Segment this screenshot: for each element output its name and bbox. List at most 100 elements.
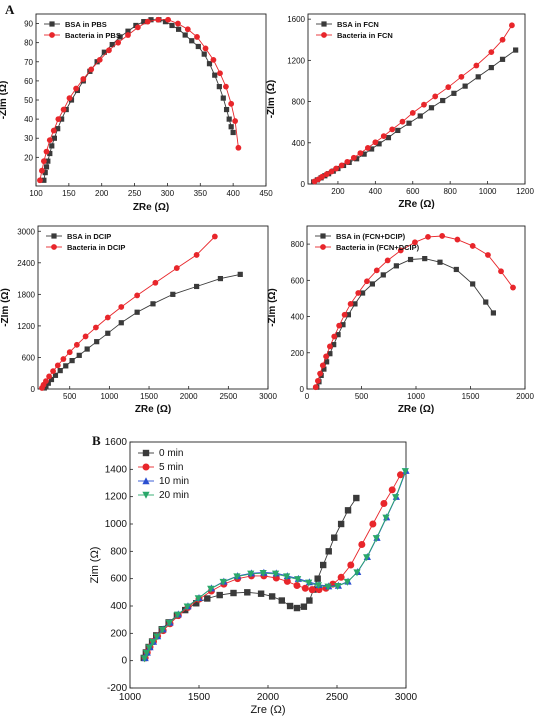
data-point [105,330,111,336]
y-axis-label: -ZIm (Ω) [266,80,277,119]
chart-dcip-nyquist: 500 1000 1500 2000 2500 3000 0 600 1200 1800 2400 3… [0,225,277,415]
y-tick-label: 1800 [17,290,35,299]
data-point [169,22,175,29]
data-point [59,116,65,122]
chart-pbs-nyquist: 100 150 200 250 300 350 400 450 20 30 40 50 60 70 80 90… [0,13,273,213]
data-point [428,105,435,111]
data-point [40,158,47,165]
panel-letter-a: A [5,2,15,17]
data-point [393,263,399,269]
data-point [382,514,390,522]
data-point [498,268,504,275]
data-point [115,39,122,46]
data-point [327,351,333,357]
data-point [144,18,151,25]
data-point [94,59,100,65]
data-point [230,129,236,136]
data-point [334,582,342,590]
data-point [76,352,82,358]
data-point [355,290,362,296]
data-point [328,168,335,175]
data-point [510,284,516,291]
data-point [317,370,323,377]
data-point [283,577,291,585]
data-point [217,275,224,282]
legend-label: Bacteria in PBS [65,31,121,40]
data-point [173,265,180,271]
data-point [314,575,321,582]
data-point [165,16,171,23]
x-tick-label: 1000 [100,392,118,401]
data-point [153,633,161,641]
data-point [323,171,330,178]
data-point [385,135,392,141]
data-point [247,570,255,578]
data-point [63,363,69,369]
y-tick-label: 400 [292,139,306,148]
x-tick-label: 450 [259,189,273,198]
y-tick-label: 40 [24,115,33,124]
data-point [485,252,491,258]
y-tick-label: 1200 [105,492,128,503]
data-point [406,120,412,126]
data-point [483,299,489,305]
x-axis-label: ZRe (Ω) [398,199,434,210]
legend-label: Bacteria in (FCN+DCIP) [336,243,420,252]
x-tick-label: 1500 [462,392,480,401]
data-point [376,141,382,147]
data-point [43,148,50,155]
x-axis-label: Zre (Ω) [250,704,285,716]
data-point [286,602,294,610]
data-point [389,126,396,133]
chart-fcn-dcip-nyquist: 0 500 1000 1500 2000 0 200 400 600 800 ZRe (Ω) -ZIm… [267,225,534,415]
data-point [439,233,446,239]
data-point [206,61,213,67]
data-point [333,165,339,172]
legend-label: Bacteria in FCN [337,31,393,40]
data-point [337,573,345,581]
data-point [175,20,181,27]
data-point [96,56,103,63]
x-tick-label: 1000 [119,692,142,703]
data-point [118,304,125,310]
data-point [212,72,218,78]
data-point [201,51,207,57]
y-tick-label: 1000 [105,519,128,530]
data-point [399,118,406,125]
data-point [118,320,124,326]
data-point [347,300,354,307]
data-point [361,151,367,157]
data-point [369,520,377,528]
data-point [462,83,468,89]
data-point [174,611,182,619]
data-point [323,353,329,360]
data-point [48,376,55,383]
data-point [106,47,112,54]
data-point [101,49,107,55]
panel-letter-b: B [92,433,101,448]
data-point [308,586,316,594]
data-point [432,93,439,100]
data-point [184,26,191,33]
data-point [39,167,45,174]
y-tick-label: 90 [24,20,33,29]
data-point [513,47,519,53]
data-point [92,324,99,331]
data-point [257,590,265,597]
data-point [338,162,345,169]
series-line [314,25,513,182]
data-point [359,290,366,296]
data-point [189,38,195,44]
data-point [148,17,154,23]
data-point [223,83,229,90]
data-point [397,247,404,254]
data-point [182,32,188,38]
data-point [125,32,131,38]
data-point [51,135,57,141]
series-line [313,49,516,183]
data-point [55,116,62,123]
data-point [337,520,345,528]
data-point [451,90,457,96]
data-point [66,349,73,356]
